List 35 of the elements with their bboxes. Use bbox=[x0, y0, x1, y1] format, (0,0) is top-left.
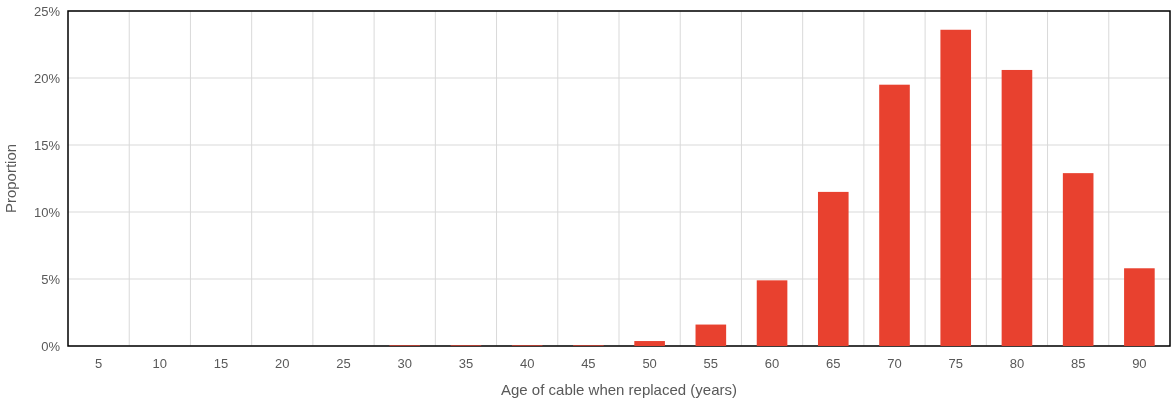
x-tick-label: 70 bbox=[887, 356, 902, 371]
x-tick-label: 30 bbox=[397, 356, 412, 371]
x-tick-label: 75 bbox=[948, 356, 963, 371]
bar bbox=[756, 280, 788, 346]
x-tick-label: 85 bbox=[1070, 356, 1086, 371]
y-tick-label: 20% bbox=[33, 70, 61, 86]
y-tick-label: 5% bbox=[41, 271, 61, 287]
y-axis-title: Proportion bbox=[2, 143, 19, 214]
bar bbox=[940, 29, 972, 346]
x-tick-label: 40 bbox=[519, 356, 535, 371]
x-tick-label: 55 bbox=[703, 356, 719, 371]
x-tick-label: 15 bbox=[213, 356, 229, 371]
x-tick-label: 60 bbox=[764, 356, 780, 371]
bar bbox=[879, 84, 910, 346]
bar bbox=[1124, 268, 1155, 346]
bar bbox=[1062, 173, 1094, 346]
x-tick-label: 90 bbox=[1132, 356, 1147, 371]
x-tick-label: 35 bbox=[458, 356, 474, 371]
x-tick-label: 65 bbox=[826, 356, 841, 371]
x-tick-label: 5 bbox=[94, 356, 103, 371]
x-tick-label: 80 bbox=[1009, 356, 1025, 371]
x-tick-label: 20 bbox=[275, 356, 290, 371]
x-tick-label: 25 bbox=[336, 356, 351, 371]
y-tick-label: 10% bbox=[33, 204, 61, 220]
y-tick-label: 15% bbox=[33, 137, 61, 153]
bar bbox=[1001, 69, 1033, 346]
x-tick-label: 10 bbox=[152, 356, 168, 371]
bar bbox=[695, 324, 727, 346]
y-tick-label: 25% bbox=[33, 3, 61, 19]
x-axis-title: Age of cable when replaced (years) bbox=[501, 381, 737, 398]
x-tick-label: 50 bbox=[642, 356, 657, 371]
bar bbox=[634, 341, 665, 346]
bar bbox=[817, 191, 849, 346]
x-tick-label: 45 bbox=[581, 356, 596, 371]
y-tick-label: 0% bbox=[41, 338, 61, 354]
